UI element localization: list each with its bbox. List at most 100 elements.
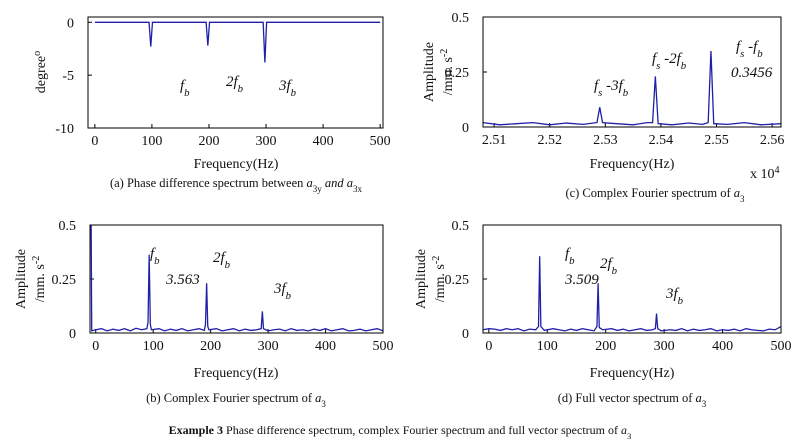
text-part: degree: [34, 56, 49, 93]
text-part: a: [347, 176, 353, 190]
text-part: f: [594, 78, 600, 94]
x-tick-label: 200: [198, 134, 219, 149]
axis-multiplier: x 104: [750, 165, 780, 183]
text-part: -f: [744, 39, 759, 55]
y-tick-label: 0.5: [452, 219, 470, 234]
text-part: (b) Complex Fourier spectrum of: [146, 391, 315, 405]
text-part: b: [154, 255, 160, 267]
annotation: 0.3456: [731, 65, 773, 81]
plot-frame: [482, 224, 782, 334]
y-tick-label: 0.5: [452, 11, 470, 26]
text-part: b: [225, 259, 231, 271]
annotation: 2fb: [226, 74, 244, 95]
y-tick-label: 0.25: [445, 66, 470, 81]
text-part: x 10: [750, 167, 775, 182]
y-axis-label: /mm. s-2: [31, 256, 49, 303]
y-tick-label: -10: [55, 122, 74, 137]
plot-frame: [482, 16, 782, 128]
y-tick-label: 0.5: [59, 219, 77, 234]
annotation: 2fb: [213, 250, 231, 271]
annotation: 3fb: [665, 286, 684, 307]
data-line: [90, 225, 383, 332]
text-part: 3: [273, 281, 282, 297]
x-tick-label: 400: [315, 339, 336, 354]
x-tick-label: 2.51: [482, 133, 507, 148]
text-part: 3x: [353, 184, 363, 194]
x-tick-label: 0: [91, 134, 98, 149]
text-part: (d) Full vector spectrum of: [558, 391, 696, 405]
text-part: f: [150, 246, 156, 262]
y-axis-label: degreeo: [32, 51, 50, 93]
x-tick-label: 400: [712, 339, 733, 354]
text-part: s: [598, 87, 602, 99]
text-part: a: [734, 186, 740, 200]
x-tick-label: 500: [373, 339, 394, 354]
text-part: f: [180, 78, 186, 94]
text-part: 4: [775, 165, 780, 176]
text-part: s: [656, 60, 660, 72]
text-part: (a) Phase difference spectrum between: [110, 176, 307, 190]
annotation: 3fb: [278, 78, 297, 99]
panel-caption: (b) Complex Fourier spectrum of a3: [146, 391, 326, 409]
x-tick-label: 300: [258, 339, 279, 354]
text-part: 3: [321, 399, 326, 409]
text-part: 0.3456: [731, 65, 773, 81]
text-part: b: [569, 255, 575, 267]
text-part: and: [322, 176, 347, 190]
text-part: b: [291, 87, 297, 99]
x-tick-label: 400: [313, 134, 334, 149]
annotation: 3fb: [273, 281, 292, 302]
y-axis-label: /mm. s-2: [431, 256, 449, 303]
text-part: 3: [740, 194, 745, 204]
annotation: 3.563: [165, 272, 200, 288]
annotation: 3.509: [564, 272, 599, 288]
x-tick-label: 100: [537, 339, 558, 354]
text-part: 3.563: [165, 272, 200, 288]
y-axis-label: /mm. s-2: [439, 49, 457, 96]
text-part: b: [757, 48, 763, 60]
text-part: 3.509: [564, 272, 599, 288]
text-part: Amplitude: [414, 249, 429, 309]
text-part: (c) Complex Fourier spectrum of: [565, 186, 733, 200]
x-axis-label: Frequency(Hz): [590, 157, 675, 172]
annotation: fb: [150, 246, 160, 267]
text-part: a: [621, 423, 627, 437]
text-part: b: [238, 83, 244, 95]
text-part: 3: [278, 78, 287, 94]
x-tick-label: 500: [370, 134, 391, 149]
x-tick-label: 200: [200, 339, 221, 354]
y-tick-label: 0: [69, 327, 76, 342]
text-part: -3f: [602, 78, 624, 94]
text-part: Phase difference spectrum, complex Fouri…: [223, 423, 621, 437]
text-part: f: [287, 78, 293, 94]
text-part: 2: [226, 74, 234, 90]
annotation: fb: [180, 78, 190, 99]
x-tick-label: 200: [595, 339, 616, 354]
text-part: f: [565, 246, 571, 262]
y-tick-label: 0: [462, 121, 469, 136]
text-part: s: [740, 48, 744, 60]
panel-caption: (c) Complex Fourier spectrum of a3: [565, 186, 745, 204]
annotation: fb: [565, 246, 575, 267]
x-tick-label: 0: [485, 339, 492, 354]
text-part: f: [674, 286, 680, 302]
x-tick-label: 300: [654, 339, 675, 354]
y-axis-label: Amplitude: [414, 249, 429, 309]
text-part: f: [221, 250, 227, 266]
text-part: 3: [702, 399, 707, 409]
text-part: f: [282, 281, 288, 297]
text-part: b: [612, 265, 618, 277]
y-tick-label: 0: [67, 16, 74, 31]
x-axis-label: Frequency(Hz): [194, 366, 279, 381]
x-axis-label: Frequency(Hz): [194, 157, 279, 172]
text-part: -2f: [660, 51, 682, 67]
x-tick-label: 100: [141, 134, 162, 149]
text-part: Amplitude: [422, 42, 437, 102]
y-tick-label: -5: [62, 69, 74, 84]
data-line: [483, 256, 781, 332]
x-tick-label: 2.54: [649, 133, 674, 148]
text-part: b: [678, 295, 684, 307]
x-tick-label: 2.52: [537, 133, 562, 148]
text-part: b: [623, 87, 629, 99]
text-part: b: [184, 87, 190, 99]
